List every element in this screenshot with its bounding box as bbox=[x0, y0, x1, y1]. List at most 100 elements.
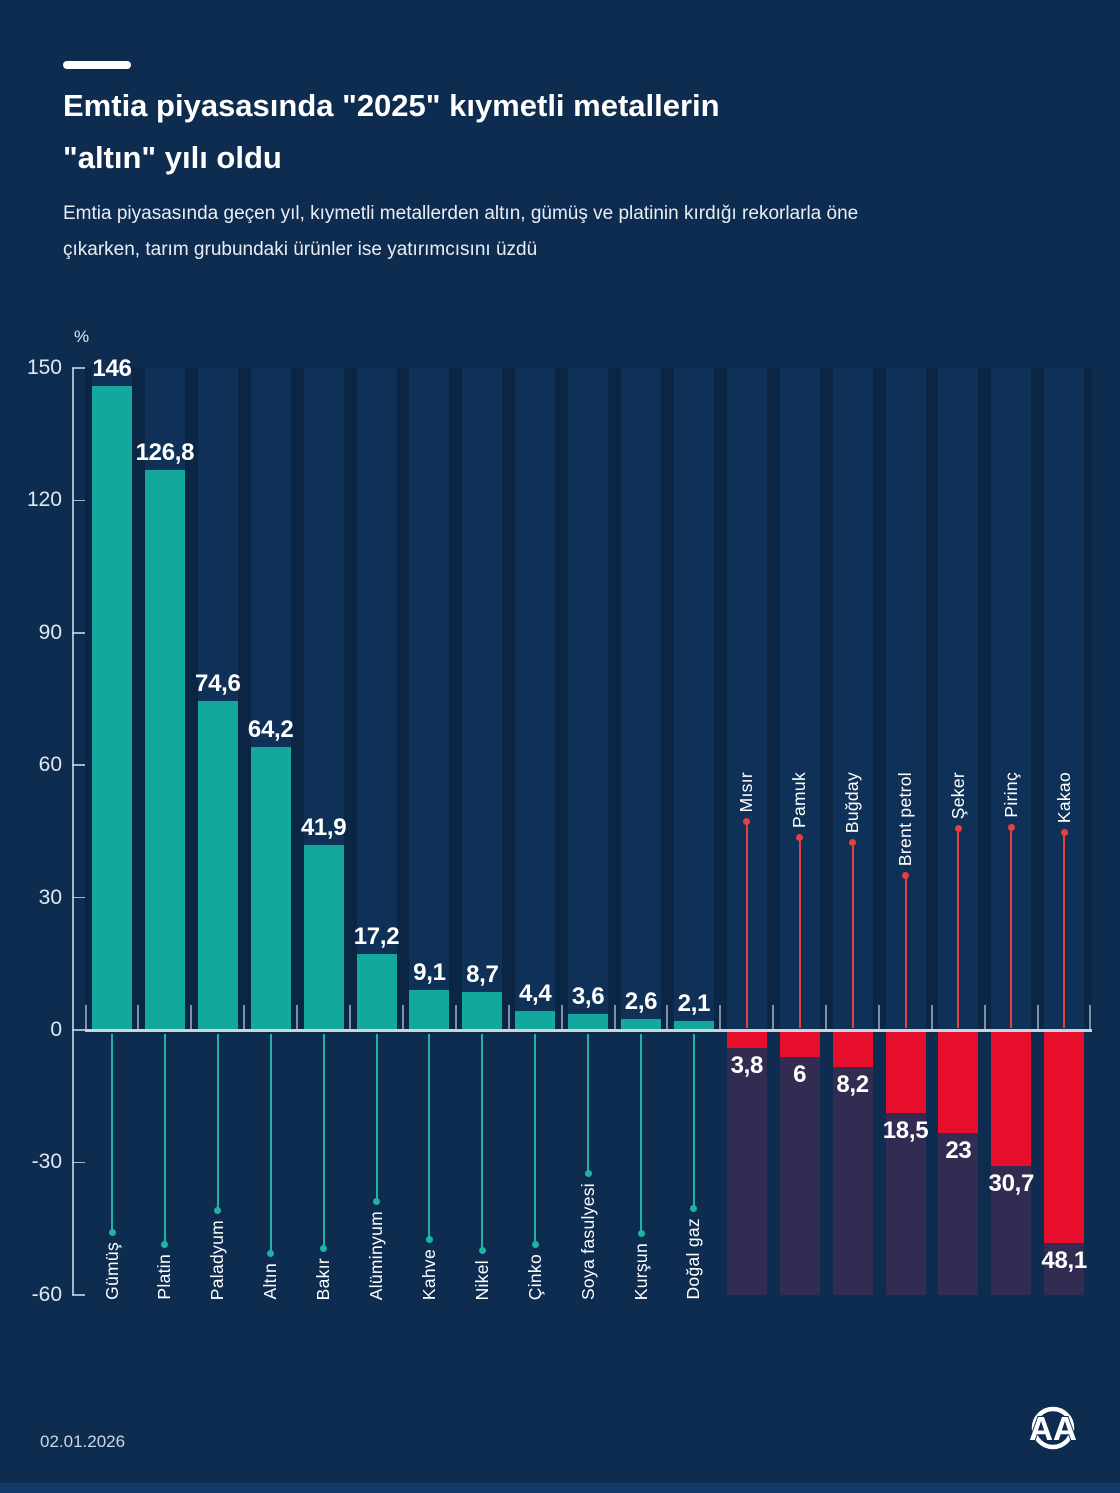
category-label: Brent petrol bbox=[895, 772, 915, 867]
y-axis-tick bbox=[72, 632, 85, 634]
leader-line bbox=[851, 846, 854, 1028]
bar-negative bbox=[1044, 1031, 1085, 1244]
category-label: Doğal gaz bbox=[683, 1218, 704, 1300]
category-label: Paladyum bbox=[207, 1220, 228, 1301]
bar-positive bbox=[356, 954, 397, 1029]
leader-dot bbox=[902, 872, 909, 879]
bar-value-label: 18,5 bbox=[882, 1116, 929, 1144]
bar-positive bbox=[462, 991, 503, 1029]
category-label: Nikel bbox=[471, 1260, 492, 1301]
bar-value-label: 8,2 bbox=[836, 1071, 869, 1099]
y-axis-tick-label: 0 bbox=[50, 1018, 62, 1041]
bar-value-label: 4,4 bbox=[518, 979, 552, 1007]
column-stripe bbox=[515, 368, 556, 1029]
leader-dot bbox=[743, 818, 751, 825]
leader-dot bbox=[214, 1207, 222, 1214]
category-label: Çinko bbox=[524, 1254, 545, 1301]
leader-line bbox=[587, 1034, 590, 1173]
leader-line bbox=[957, 832, 960, 1028]
negative-column-track bbox=[779, 1031, 820, 1295]
category-label: Altın bbox=[260, 1263, 281, 1300]
column-stripe bbox=[568, 368, 609, 1029]
leader-dot bbox=[849, 839, 857, 846]
aa-logo-icon: AA AA bbox=[1028, 1406, 1078, 1450]
axis-gap-tick bbox=[983, 1005, 986, 1030]
y-axis-tick bbox=[72, 367, 85, 369]
bar-value-label: 48,1 bbox=[1041, 1247, 1087, 1275]
axis-gap-tick bbox=[349, 1005, 352, 1030]
category-label: Kurşun bbox=[630, 1243, 651, 1301]
y-axis-tick-label: -60 bbox=[31, 1282, 62, 1306]
leader-dot bbox=[373, 1198, 380, 1205]
leader-line bbox=[481, 1034, 484, 1250]
bar-positive bbox=[92, 385, 132, 1029]
axis-gap-tick bbox=[825, 1005, 828, 1030]
axis-gap-tick bbox=[190, 1005, 193, 1030]
bar-value-label: 17,2 bbox=[353, 923, 400, 951]
negative-column-track bbox=[832, 1031, 873, 1295]
bar-value-label: 74,6 bbox=[195, 669, 241, 697]
bar-value-label: 2,1 bbox=[677, 989, 711, 1017]
leader-line bbox=[1063, 836, 1066, 1028]
bar-value-label: 9,1 bbox=[413, 958, 446, 986]
leader-dot bbox=[161, 1241, 169, 1248]
y-axis-tick bbox=[72, 764, 85, 766]
y-axis-tick bbox=[72, 499, 85, 502]
axis-gap-tick bbox=[560, 1005, 563, 1030]
bar-value-label: 6 bbox=[793, 1061, 807, 1089]
leader-dot bbox=[954, 825, 962, 832]
svg-text:AA: AA bbox=[1029, 1410, 1077, 1447]
bar-positive bbox=[568, 1014, 609, 1029]
category-label: Platin bbox=[154, 1254, 175, 1300]
axis-gap-tick bbox=[507, 1005, 510, 1030]
category-label: Pamuk bbox=[789, 772, 810, 828]
axis-gap-tick bbox=[243, 1005, 246, 1030]
zero-line bbox=[85, 1029, 1092, 1032]
leader-dot bbox=[584, 1170, 592, 1177]
category-label: Soya fasulyesi bbox=[577, 1183, 598, 1301]
page-subtitle: Emtia piyasasında geçen yıl, kıymetli me… bbox=[63, 203, 859, 260]
column-stripe bbox=[462, 368, 503, 1029]
category-label: Kakao bbox=[1053, 772, 1074, 824]
svg-text:AA: AA bbox=[1029, 1410, 1077, 1447]
axis-gap-tick bbox=[613, 1005, 616, 1030]
column-stripe bbox=[356, 368, 397, 1029]
bar-positive bbox=[197, 700, 238, 1029]
axis-gap-tick bbox=[930, 1005, 933, 1030]
bar-negative bbox=[885, 1031, 926, 1113]
leader-dot bbox=[267, 1250, 275, 1257]
leader-dot bbox=[108, 1229, 116, 1236]
axis-gap-tick bbox=[666, 1005, 669, 1030]
y-axis-unit-label: % bbox=[74, 327, 90, 346]
y-axis-tick bbox=[72, 1161, 85, 1164]
axis-gap-tick bbox=[296, 1005, 299, 1030]
axis-gap-tick bbox=[85, 1005, 87, 1030]
leader-line bbox=[1010, 831, 1013, 1028]
leader-line bbox=[322, 1034, 325, 1248]
y-axis-tick-label: 90 bbox=[38, 620, 62, 644]
column-stripe bbox=[409, 368, 450, 1029]
bar-negative bbox=[938, 1031, 979, 1133]
y-axis-tick-label: 60 bbox=[38, 753, 62, 777]
y-axis-tick bbox=[72, 896, 85, 899]
category-label: Mısır bbox=[736, 772, 757, 813]
axis-gap-tick bbox=[137, 1005, 140, 1030]
y-axis-tick bbox=[72, 1294, 85, 1296]
axis-gap-tick bbox=[1036, 1005, 1039, 1030]
page-title: Emtia piyasasında "2025" kıymetli metall… bbox=[63, 88, 720, 175]
y-axis-tick-label: 120 bbox=[26, 488, 62, 512]
bar-value-label: 30,7 bbox=[988, 1170, 1035, 1198]
aa-logo: AA AA bbox=[1024, 1396, 1082, 1461]
axis-gap-tick bbox=[1089, 1005, 1091, 1030]
leader-line bbox=[111, 1034, 113, 1232]
bar-negative bbox=[991, 1031, 1032, 1167]
leader-dot bbox=[1007, 824, 1015, 831]
bar-positive bbox=[621, 1018, 661, 1029]
bar-value-label: 41,9 bbox=[300, 814, 347, 842]
bar-value-label: 8,7 bbox=[466, 960, 499, 988]
category-label: Alüminyum bbox=[366, 1211, 386, 1301]
bar-negative bbox=[779, 1031, 820, 1058]
y-axis-tick bbox=[72, 1029, 85, 1031]
